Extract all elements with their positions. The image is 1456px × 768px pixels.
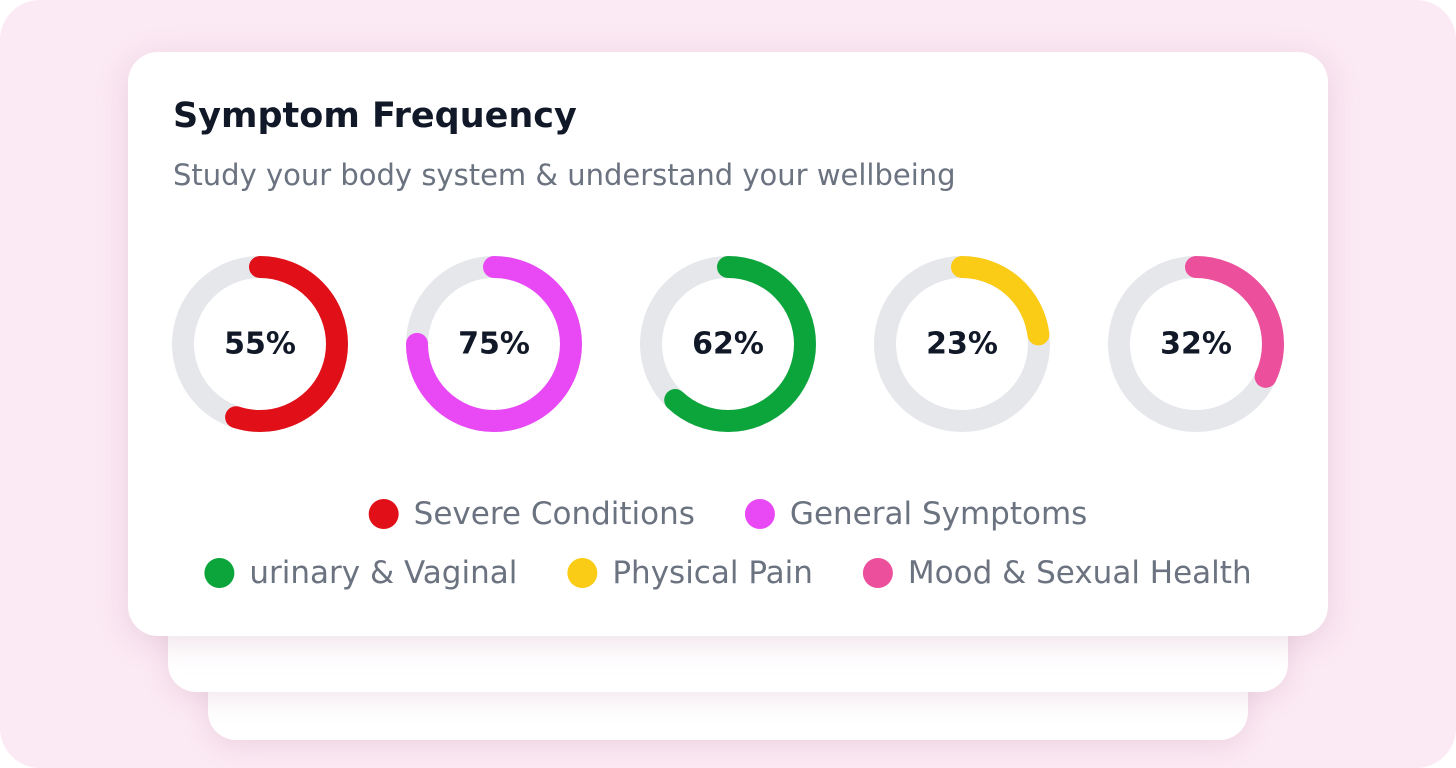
donut-label: 32% bbox=[1160, 327, 1232, 362]
legend-label: General Symptoms bbox=[790, 496, 1087, 532]
legend-marker bbox=[567, 558, 598, 588]
donut-arc bbox=[172, 256, 348, 432]
donut-label: 75% bbox=[458, 327, 530, 362]
legend-label: urinary & Vaginal bbox=[249, 555, 517, 591]
chart-title: Symptom Frequency bbox=[173, 96, 577, 136]
card: Symptom Frequency Study your body system… bbox=[128, 52, 1328, 636]
legend-marker bbox=[862, 558, 893, 588]
legend-label: Physical Pain bbox=[612, 555, 813, 591]
donut-arc bbox=[406, 256, 582, 432]
legend-marker bbox=[368, 499, 399, 529]
legend-marker bbox=[744, 499, 775, 529]
donut-label: 23% bbox=[926, 327, 998, 362]
legend-label: Mood & Sexual Health bbox=[908, 555, 1252, 591]
donut-arc bbox=[640, 256, 816, 432]
donut-arc bbox=[1108, 256, 1284, 432]
chart-subtitle: Study your body system & understand your… bbox=[173, 158, 956, 192]
donut-label: 55% bbox=[224, 327, 296, 362]
donut-arc bbox=[874, 256, 1050, 432]
legend-marker bbox=[204, 558, 235, 588]
donut-label: 62% bbox=[692, 327, 764, 362]
chart: 55% 75% 62% 23% 32% Severe Conditions General … bbox=[172, 256, 1284, 591]
legend-label: Severe Conditions bbox=[414, 496, 695, 532]
